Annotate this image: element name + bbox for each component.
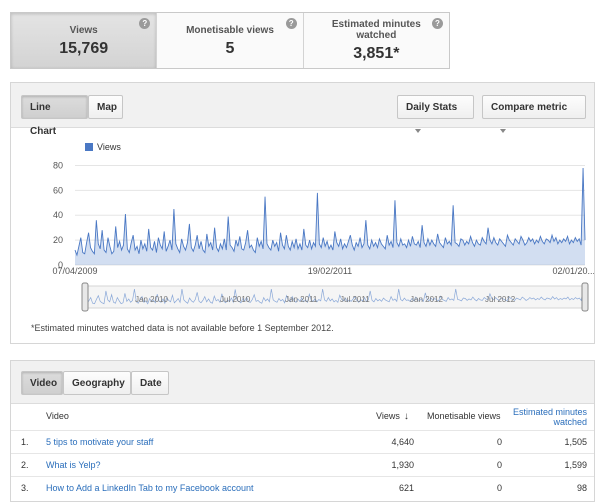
views-value: 4,640 (391, 437, 414, 447)
compare-metric-dropdown[interactable]: Compare metric (482, 95, 586, 134)
tab-line-chart[interactable]: Line Chart (21, 95, 88, 137)
metric-minutes-watched[interactable]: ? Estimated minutes watched 3,851* (302, 13, 449, 68)
table-row: 3. How to Add a LinkedIn Tab to my Faceb… (11, 476, 594, 499)
table-row: 2. What is Yelp? 1,930 0 1,599 (11, 453, 594, 476)
row-number: 1. (21, 437, 29, 447)
metric-label: Monetisable views (186, 24, 274, 36)
tab-video[interactable]: Video (21, 371, 63, 395)
metric-monetisable-views[interactable]: ? Monetisable views 5 (156, 13, 302, 68)
navigator-handle[interactable] (581, 282, 589, 312)
y-axis-ticks: 0 20 40 60 80 (53, 160, 63, 270)
row-number: 2. (21, 460, 29, 470)
table-row: 1. 5 tips to motivate your staff 4,640 0… (11, 430, 594, 453)
help-icon[interactable]: ? (431, 18, 443, 29)
views-series-area (75, 167, 585, 265)
chevron-down-icon (415, 129, 421, 134)
monetisable-value: 0 (496, 460, 502, 470)
help-icon[interactable]: ? (285, 18, 297, 29)
views-value: 621 (398, 483, 414, 493)
chart-grid (75, 164, 585, 266)
table-toolbar: Video Geography Date (11, 361, 594, 404)
chart-panel: Line Chart Map Daily Stats Compare metri… (10, 82, 595, 344)
views-series-line (74, 167, 586, 257)
legend-swatch (85, 143, 93, 151)
y-tick-label: 20 (53, 235, 63, 245)
minutes-value: 1,505 (564, 437, 587, 447)
y-tick-label: 60 (53, 185, 63, 195)
metric-tiles: ? Views 15,769 ? Monetisable views 5 ? E… (10, 12, 450, 69)
x-tick-label: 19/02/2011 (308, 266, 352, 276)
daily-stats-label: Daily Stats (406, 102, 458, 113)
navigator-label: Jan 2011 (285, 295, 318, 304)
navigator-label: Jan 2010 (135, 295, 168, 304)
row-number: 3. (21, 483, 29, 493)
views-value: 1,930 (391, 460, 414, 470)
chevron-down-icon (500, 129, 506, 134)
metric-label: Estimated minutes watched (331, 19, 421, 41)
y-tick-label: 80 (53, 160, 63, 170)
metric-label: Views (69, 24, 98, 36)
monetisable-value: 0 (496, 483, 502, 493)
tab-map[interactable]: Map (88, 95, 123, 119)
column-header-video[interactable]: Video (46, 411, 69, 421)
y-tick-label: 0 (58, 260, 63, 270)
column-header-monetisable[interactable]: Monetisable views (427, 411, 501, 421)
help-icon[interactable]: ? (139, 18, 151, 29)
minutes-value: 1,599 (564, 460, 587, 470)
navigator-label: Jul 2012 (485, 295, 516, 304)
range-navigator[interactable]: Jan 2010 Jul 2010 Jan 2011 Jul 2011 Jan 2012… (81, 282, 589, 312)
sort-arrow-icon: ↓ (403, 411, 409, 422)
tab-date[interactable]: Date (131, 371, 169, 395)
navigator-label: Jul 2011 (340, 295, 370, 304)
minutes-value: 98 (576, 483, 587, 493)
table-panel: Video Geography Date Video Views ↓ Moneti… (10, 360, 595, 502)
tab-geography[interactable]: Geography (63, 371, 131, 395)
navigator-series-line (84, 288, 586, 305)
y-tick-label: 40 (53, 210, 63, 220)
chart-legend: Views (85, 142, 121, 152)
column-header-minutes[interactable]: Estimated minutes watched (512, 407, 587, 427)
views-line-chart[interactable]: Views 0 20 40 60 80 07/04/2009 19/02/2011 02/0… (11, 128, 594, 318)
metric-views[interactable]: ? Views 15,769 (11, 13, 157, 68)
compare-metric-label: Compare metric (491, 102, 568, 113)
video-title-link[interactable]: 5 tips to motivate your staff (46, 437, 154, 447)
navigator-label: Jul 2010 (220, 295, 251, 304)
x-axis-ticks: 07/04/2009 19/02/2011 02/01/20... (52, 266, 594, 276)
video-title-link[interactable]: How to Add a LinkedIn Tab to my Facebook… (46, 483, 254, 493)
legend-label: Views (97, 142, 121, 152)
column-header-views[interactable]: Views ↓ (376, 411, 409, 422)
navigator-handle[interactable] (81, 282, 89, 312)
video-title-link[interactable]: What is Yelp? (46, 460, 101, 470)
x-tick-label: 02/01/20... (552, 266, 594, 276)
navigator-label: Jan 2012 (410, 295, 443, 304)
x-tick-label: 07/04/2009 (52, 266, 97, 276)
chart-toolbar: Line Chart Map Daily Stats Compare metri… (11, 83, 594, 137)
metric-value: 15,769 (59, 39, 109, 57)
column-header-views-label: Views (376, 411, 400, 421)
metric-value: 5 (225, 39, 235, 57)
daily-stats-dropdown[interactable]: Daily Stats (397, 95, 474, 134)
estimated-minutes-note: *Estimated minutes watched data is not a… (31, 323, 334, 333)
monetisable-value: 0 (496, 437, 502, 447)
metric-value: 3,851* (353, 45, 400, 62)
